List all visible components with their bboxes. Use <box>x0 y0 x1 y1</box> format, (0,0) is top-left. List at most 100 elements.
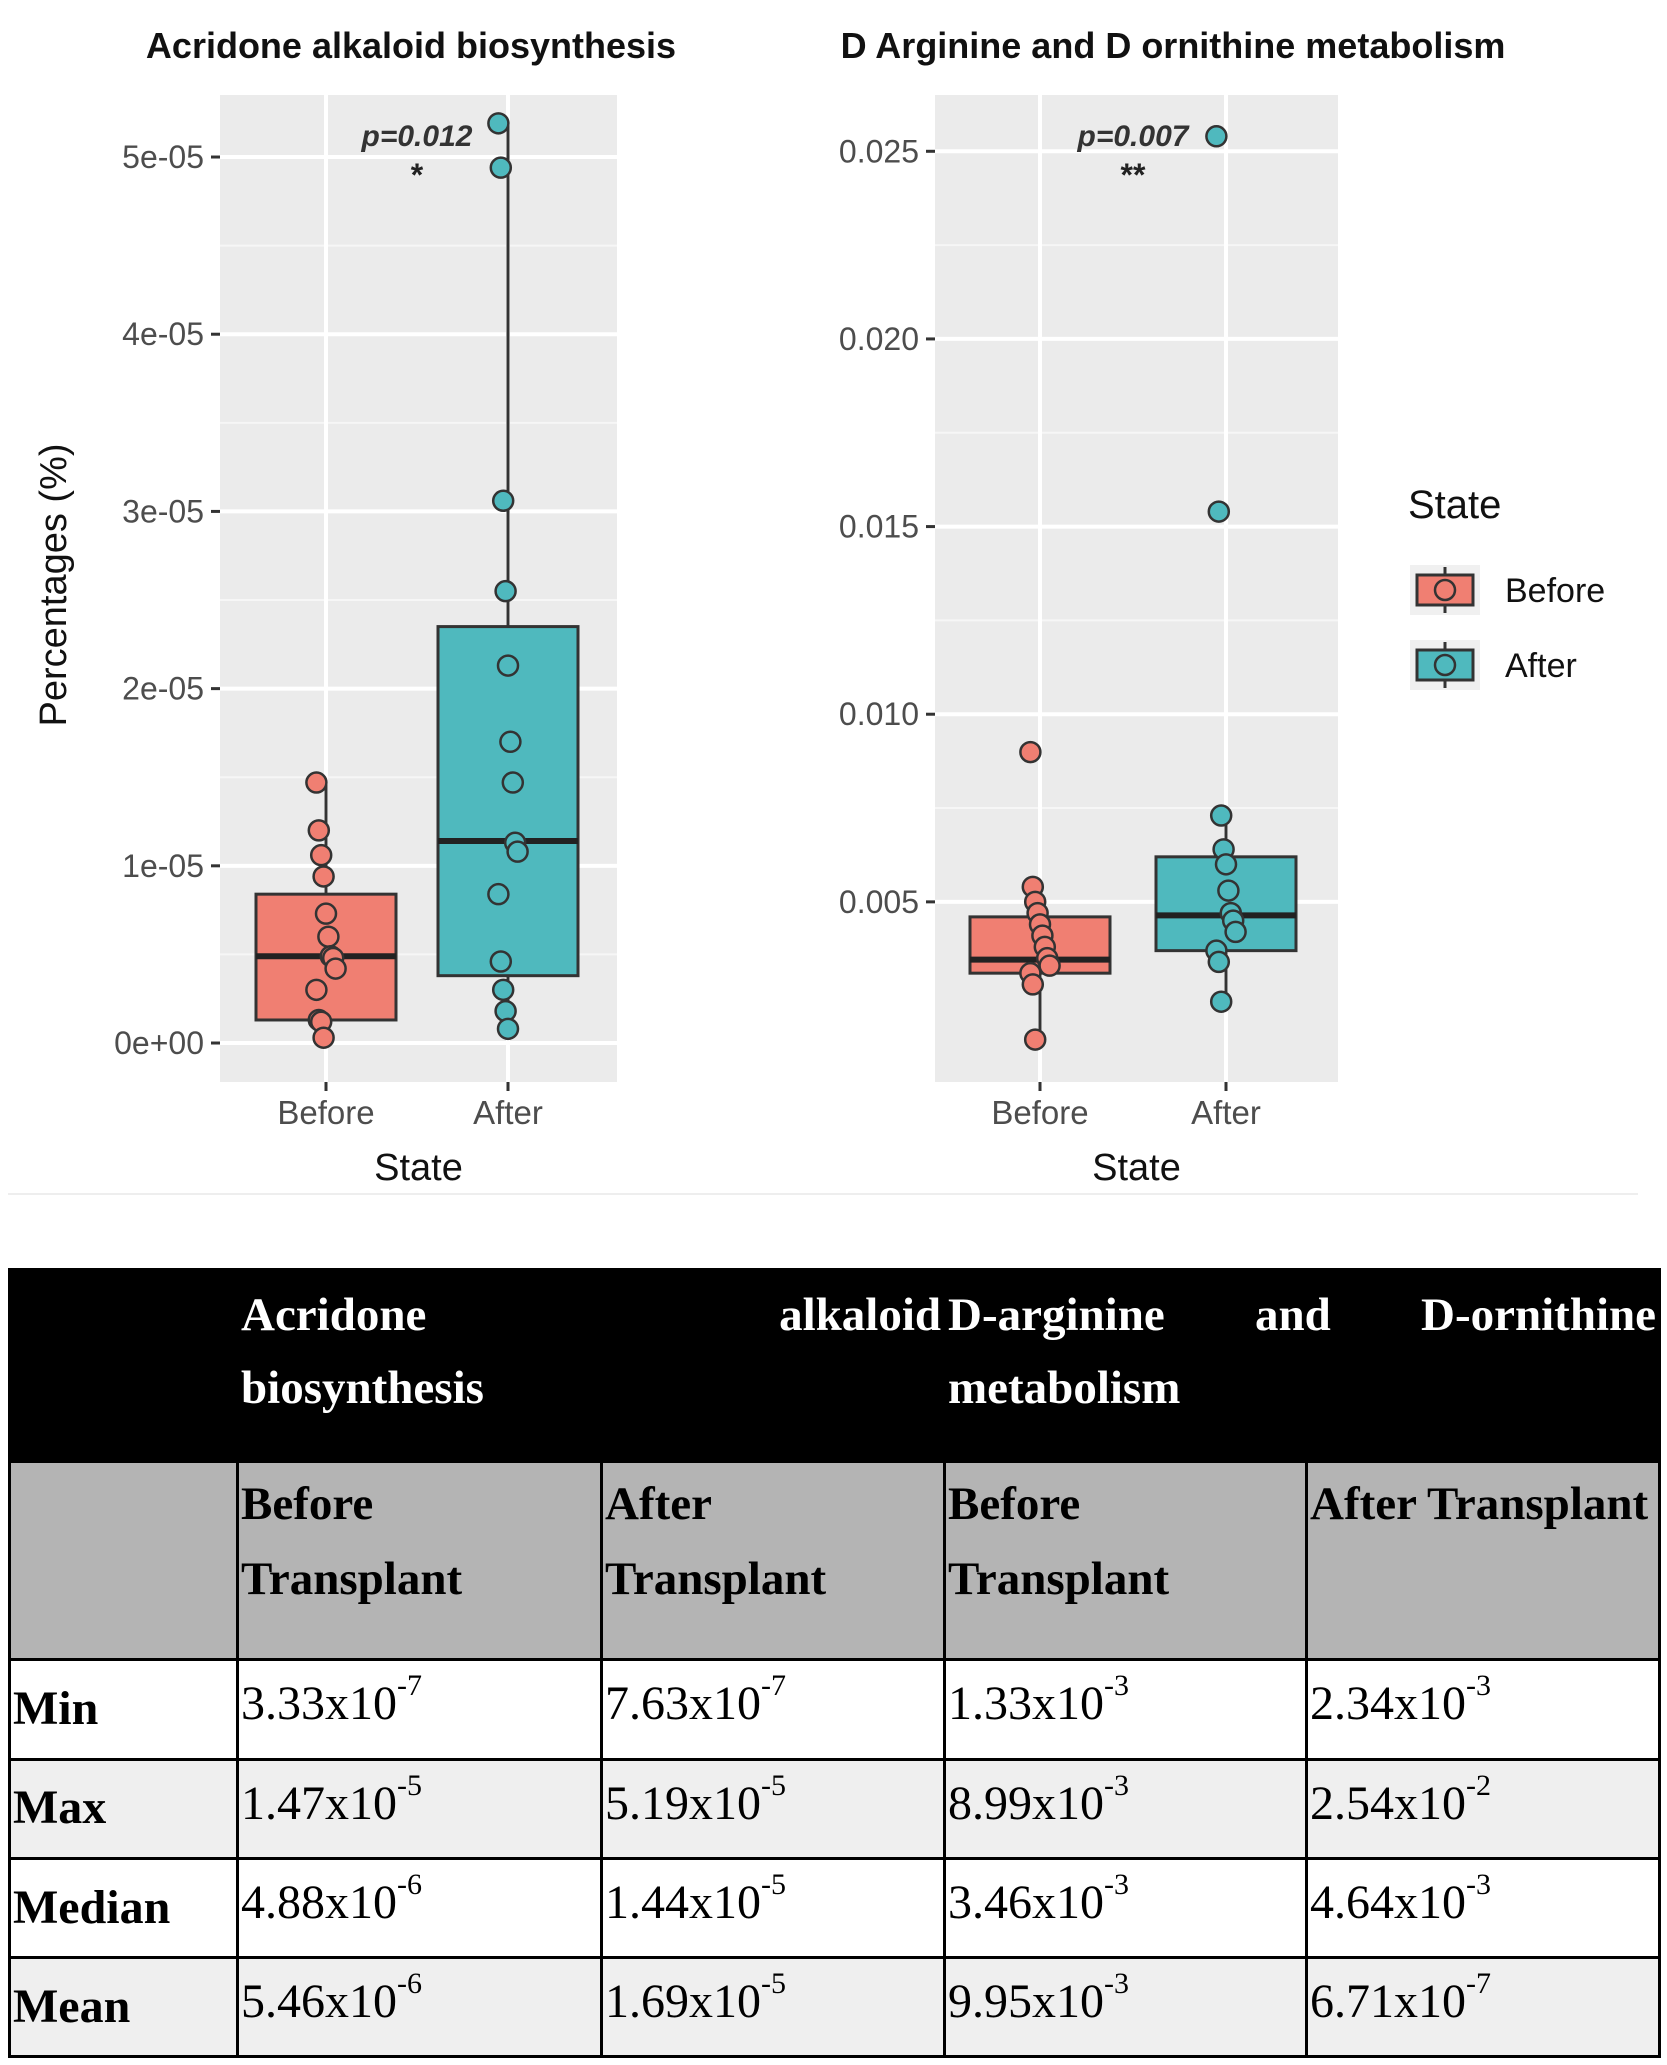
table-row-max: Max 1.47x10-5 5.19x10-5 8.99x10-3 2.54x1… <box>8 1757 1662 1860</box>
box-after <box>436 625 580 978</box>
data-point <box>317 925 340 948</box>
table-cell: 9.95x10-3 <box>943 1955 1309 2059</box>
figure-divider <box>8 1193 1638 1195</box>
data-point <box>1209 990 1233 1013</box>
row-label: Min <box>8 1658 239 1761</box>
table-row-mean: Mean 5.46x10-6 1.69x10-5 9.95x10-3 6.71x… <box>8 1955 1662 2059</box>
table-cell: 2.34x10-3 <box>1305 1658 1662 1761</box>
table-cell: 1.47x10-5 <box>236 1757 603 1860</box>
table-row-min: Min 3.33x10-7 7.63x10-7 1.33x10-3 2.34x1… <box>8 1658 1662 1761</box>
table-corner-cell <box>8 1267 239 1464</box>
x-tick-label: After <box>473 1094 543 1131</box>
header-word: and <box>1254 1289 1331 1341</box>
data-point <box>1023 1028 1047 1051</box>
row-label: Max <box>8 1757 239 1860</box>
header-d-arginine-ornithine: D-arginine and D-ornithine metabolism <box>943 1267 1662 1464</box>
significance-stars: * <box>411 157 424 193</box>
data-point <box>312 865 335 888</box>
header-word: alkaloid <box>779 1289 942 1341</box>
x-axis-title: State <box>374 1147 463 1189</box>
data-point <box>1038 954 1061 977</box>
data-point <box>1209 804 1233 827</box>
table-header-row-pathways: Acridone alkaloid biosynthesis D-arginin… <box>8 1267 1662 1464</box>
table-cell: 2.54x10-2 <box>1305 1757 1662 1860</box>
data-point <box>491 489 515 513</box>
y-tick-label: 0.015 <box>839 509 919 545</box>
header-before-transplant: Before Transplant <box>236 1460 603 1662</box>
y-tick-label: 0.005 <box>839 884 919 920</box>
y-axis-title: Percentages (%) <box>33 443 75 726</box>
y-tick-label: 3e-05 <box>122 493 204 529</box>
header-before-transplant: Before Transplant <box>943 1460 1309 1662</box>
data-point <box>1217 879 1240 902</box>
p-value-annotation: p=0.012 <box>361 120 473 153</box>
data-point <box>309 843 333 867</box>
table-cell: 1.69x10-5 <box>599 1955 947 2059</box>
table-cell: 3.46x10-3 <box>943 1856 1309 1959</box>
table-cell: 1.33x10-3 <box>943 1658 1309 1761</box>
data-point <box>324 957 347 980</box>
header-word: Acridone <box>241 1289 427 1341</box>
boxplot-figure: 0e+00 1e-05 2e-05 3e-05 4e-05 5e-05 Before Afte… <box>8 25 1638 1195</box>
data-point <box>1021 973 1045 996</box>
legend-key-point <box>1433 578 1457 602</box>
x-axis-title: State <box>1092 1147 1181 1189</box>
summary-statistics-table: Acridone alkaloid biosynthesis D-arginin… <box>8 1267 1662 2059</box>
y-tick-label: 0.025 <box>839 133 919 169</box>
data-point <box>499 730 522 754</box>
table-header-row-state: Before Transplant After Transplant Befor… <box>8 1460 1662 1662</box>
legend-label: After <box>1505 647 1577 685</box>
data-point <box>1224 920 1247 944</box>
data-point <box>487 882 510 906</box>
y-tick-label: 0.010 <box>839 696 919 732</box>
data-point <box>307 819 331 842</box>
header-word: biosynthesis <box>241 1361 484 1414</box>
p-value-annotation: p=0.007 <box>1077 120 1190 153</box>
legend-title: State <box>1408 483 1501 527</box>
table-cell: 1.44x10-5 <box>599 1856 947 1959</box>
significance-stars: ** <box>1121 157 1146 193</box>
table-cell: 5.46x10-6 <box>236 1955 603 2059</box>
data-point <box>489 950 513 973</box>
table-cell: 7.63x10-7 <box>599 1658 947 1761</box>
data-point <box>1019 740 1042 764</box>
table-corner-cell-2 <box>8 1460 239 1662</box>
table-cell: 6.71x10-7 <box>1305 1955 1662 2059</box>
data-point <box>501 771 525 794</box>
table-row-median: Median 4.88x10-6 1.44x10-5 3.46x10-3 4.6… <box>8 1856 1662 1959</box>
legend-label: Before <box>1505 572 1605 610</box>
data-point <box>489 156 513 179</box>
panel-title: D Arginine and D ornithine metabolism <box>841 25 1506 66</box>
y-tick-label: 1e-05 <box>122 848 204 884</box>
legend-key-point <box>1433 653 1457 677</box>
data-point <box>491 978 515 1002</box>
boxplot-charts: 0e+00 1e-05 2e-05 3e-05 4e-05 5e-05 Before Afte… <box>33 25 1605 1189</box>
data-point <box>1205 125 1228 148</box>
header-word: D-ornithine <box>1421 1289 1657 1341</box>
row-label: Mean <box>8 1955 239 2059</box>
y-tick-label: 5e-05 <box>122 139 204 175</box>
data-point <box>496 1017 520 1041</box>
data-point <box>305 978 328 1002</box>
data-point <box>1214 853 1238 876</box>
table-cell: 4.64x10-3 <box>1305 1856 1662 1959</box>
x-tick-label: Before <box>991 1094 1088 1131</box>
table-cell: 3.33x10-7 <box>236 1658 603 1761</box>
y-tick-label: 0e+00 <box>114 1025 204 1061</box>
x-tick-label: Before <box>277 1094 374 1131</box>
table-cell: 8.99x10-3 <box>943 1757 1309 1860</box>
data-point <box>506 840 529 863</box>
data-point <box>1207 500 1231 523</box>
data-point <box>312 1026 335 1049</box>
table-cell: 4.88x10-6 <box>236 1856 603 1959</box>
header-acridone-alkaloid: Acridone alkaloid biosynthesis <box>235 1267 947 1464</box>
y-tick-label: 2e-05 <box>122 671 204 707</box>
y-tick-label: 0.020 <box>839 321 919 357</box>
row-label: Median <box>8 1856 239 1959</box>
data-point <box>314 902 338 925</box>
header-after-transplant: After Transplant <box>599 1460 947 1662</box>
y-tick-label: 4e-05 <box>122 316 204 352</box>
data-point <box>496 654 520 677</box>
data-point <box>1207 950 1231 974</box>
data-point <box>487 112 510 135</box>
